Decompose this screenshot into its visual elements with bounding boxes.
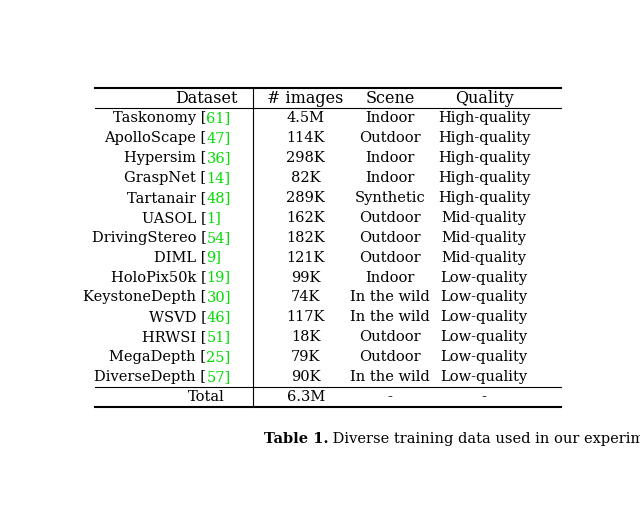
Text: 57]: 57] <box>207 370 231 384</box>
Text: 61]: 61] <box>207 111 231 125</box>
Text: In the wild: In the wild <box>350 370 430 384</box>
Text: Indoor: Indoor <box>365 151 415 165</box>
Text: ApolloScape [: ApolloScape [ <box>104 131 207 145</box>
Text: 54]: 54] <box>207 231 231 244</box>
Text: WSVD [: WSVD [ <box>148 310 207 324</box>
Text: Indoor: Indoor <box>365 171 415 185</box>
Text: GraspNet [: GraspNet [ <box>124 171 207 185</box>
Text: Indoor: Indoor <box>365 111 415 125</box>
Text: # images: # images <box>268 90 344 107</box>
Text: 18K: 18K <box>291 330 321 344</box>
Text: 99K: 99K <box>291 270 321 284</box>
Text: 4.5M: 4.5M <box>287 111 324 125</box>
Text: 51]: 51] <box>207 330 230 344</box>
Text: Low-quality: Low-quality <box>441 370 528 384</box>
Text: 182K: 182K <box>286 231 325 244</box>
Text: Outdoor: Outdoor <box>359 330 421 344</box>
Text: DiverseDepth [: DiverseDepth [ <box>95 370 207 384</box>
Text: KeystoneDepth [: KeystoneDepth [ <box>83 291 207 305</box>
Text: UASOL [: UASOL [ <box>141 211 207 225</box>
Text: Outdoor: Outdoor <box>359 350 421 364</box>
Text: Low-quality: Low-quality <box>441 330 528 344</box>
Text: 289K: 289K <box>286 191 325 205</box>
Text: 74K: 74K <box>291 291 321 305</box>
Text: -: - <box>482 390 486 404</box>
Text: High-quality: High-quality <box>438 191 531 205</box>
Text: Low-quality: Low-quality <box>441 291 528 305</box>
Text: High-quality: High-quality <box>438 111 531 125</box>
Text: DrivingStereo [: DrivingStereo [ <box>92 231 207 244</box>
Text: High-quality: High-quality <box>438 151 531 165</box>
Text: Low-quality: Low-quality <box>441 350 528 364</box>
Text: 90K: 90K <box>291 370 321 384</box>
Text: 298K: 298K <box>286 151 325 165</box>
Text: Total: Total <box>188 390 225 404</box>
Text: Quality: Quality <box>455 90 514 107</box>
Text: HoloPix50k [: HoloPix50k [ <box>111 270 207 284</box>
Text: Indoor: Indoor <box>365 270 415 284</box>
Text: Hypersim [: Hypersim [ <box>124 151 207 165</box>
Text: 25]: 25] <box>207 350 231 364</box>
Text: Low-quality: Low-quality <box>441 270 528 284</box>
Text: 1]: 1] <box>207 211 221 225</box>
Text: High-quality: High-quality <box>438 171 531 185</box>
Text: MegaDepth [: MegaDepth [ <box>109 350 207 364</box>
Text: Synthetic: Synthetic <box>355 191 426 205</box>
Text: Outdoor: Outdoor <box>359 251 421 265</box>
Text: 162K: 162K <box>286 211 325 225</box>
Text: 19]: 19] <box>207 270 230 284</box>
Text: 114K: 114K <box>287 131 325 145</box>
Text: Taskonomy [: Taskonomy [ <box>113 111 207 125</box>
Text: Mid-quality: Mid-quality <box>442 211 527 225</box>
Text: Diverse training data used in our experiment.: Diverse training data used in our experi… <box>328 432 640 446</box>
Text: 46]: 46] <box>207 310 231 324</box>
Text: 36]: 36] <box>207 151 231 165</box>
Text: 14]: 14] <box>207 171 230 185</box>
Text: 82K: 82K <box>291 171 321 185</box>
Text: 30]: 30] <box>207 291 231 305</box>
Text: Low-quality: Low-quality <box>441 310 528 324</box>
Text: Mid-quality: Mid-quality <box>442 251 527 265</box>
Text: High-quality: High-quality <box>438 131 531 145</box>
Text: Scene: Scene <box>365 90 415 107</box>
Text: DIML [: DIML [ <box>154 251 207 265</box>
Text: Dataset: Dataset <box>175 90 237 107</box>
Text: Tartanair [: Tartanair [ <box>127 191 207 205</box>
Text: Outdoor: Outdoor <box>359 211 421 225</box>
Text: 48]: 48] <box>207 191 231 205</box>
Text: Table 1.: Table 1. <box>264 432 328 446</box>
Text: Mid-quality: Mid-quality <box>442 231 527 244</box>
Text: 47]: 47] <box>207 131 231 145</box>
Text: 121K: 121K <box>287 251 325 265</box>
Text: 117K: 117K <box>287 310 325 324</box>
Text: HRWSI [: HRWSI [ <box>142 330 207 344</box>
Text: Outdoor: Outdoor <box>359 231 421 244</box>
Text: In the wild: In the wild <box>350 310 430 324</box>
Text: 9]: 9] <box>207 251 221 265</box>
Text: -: - <box>388 390 392 404</box>
Text: 79K: 79K <box>291 350 321 364</box>
Text: In the wild: In the wild <box>350 291 430 305</box>
Text: 6.3M: 6.3M <box>287 390 325 404</box>
Text: Outdoor: Outdoor <box>359 131 421 145</box>
